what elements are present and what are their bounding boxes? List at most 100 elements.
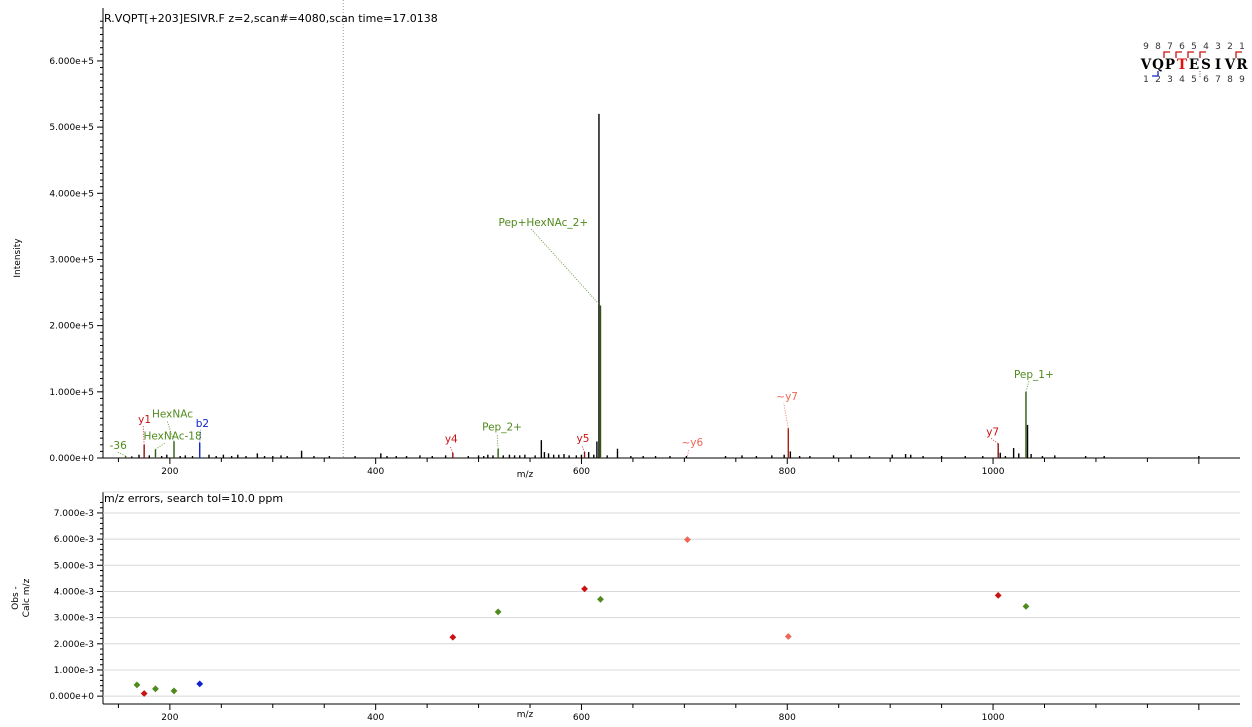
sequence-residue: S xyxy=(1201,57,1211,73)
error-point xyxy=(684,536,691,544)
sequence-top-number: 1 xyxy=(1239,42,1245,52)
error-point xyxy=(152,685,159,693)
spectrum-y-tick-label: 2.000e+5 xyxy=(49,322,94,332)
spectrum-title: R.VQPT[+203]ESIVR.F z=2,scan#=4080,scan … xyxy=(104,12,438,25)
peak-annotation-leader xyxy=(155,442,167,450)
sequence-b-bracket xyxy=(1152,71,1159,77)
sequence-y-bracket xyxy=(1199,51,1206,58)
spectrum-x-label: m/z xyxy=(517,470,534,480)
error-title: m/z errors, search tol=10.0 ppm xyxy=(104,492,283,505)
peak-annotation-label: -36 xyxy=(110,440,127,452)
sequence-bottom-number: 7 xyxy=(1215,75,1221,85)
spectrum-panel: 0.000e+0 1.000e+5 2.000e+5 3.000e+5 4.000e+5… xyxy=(13,0,1248,480)
sequence-y-bracket xyxy=(1163,51,1170,58)
error-point xyxy=(140,690,148,697)
peak-annotation-label: Pep+HexNAc_2+ xyxy=(499,217,589,229)
sequence-residue: R xyxy=(1236,57,1248,73)
error-grid xyxy=(102,491,1240,704)
spectrum-y-label: Intensity xyxy=(13,238,23,278)
error-y-tick-label: 1.000e-3 xyxy=(54,666,94,676)
sequence-y-bracket xyxy=(1235,51,1242,58)
error-x-axis: 200 400 600 800 1000 xyxy=(103,703,1240,723)
spectrum-x-tick-label: 600 xyxy=(573,467,590,477)
error-point xyxy=(1022,602,1030,610)
error-x-tick-label: 800 xyxy=(779,713,796,723)
spectrum-x-tick-label: 1000 xyxy=(982,467,1005,477)
peak-annotation-leader xyxy=(496,433,499,449)
error-x-tick-label: 400 xyxy=(367,713,384,723)
peak-annotation-label: HexNAc xyxy=(152,408,193,420)
sequence-top-number: 9 xyxy=(1143,42,1149,52)
sequence-top-number: 2 xyxy=(1227,42,1233,52)
sequence-top-number: 6 xyxy=(1179,42,1185,52)
error-y-tick-label: 5.000e-3 xyxy=(54,561,94,571)
peak-annotation-label: y5 xyxy=(577,433,590,445)
sequence-residue: P xyxy=(1165,57,1175,73)
sequence-bottom-number: 8 xyxy=(1227,75,1233,85)
spectrum-y-tick-label: 5.000e+5 xyxy=(49,123,94,133)
peak-annotations: -36HexNAc-18y1HexNAcb2y4Pep_2+y5Pep+HexN… xyxy=(110,217,1054,457)
sequence-y-bracket xyxy=(1187,51,1194,58)
error-y-tick-label: 4.000e-3 xyxy=(54,587,94,597)
spectrum-y-tick-label: 1.000e+5 xyxy=(49,388,94,398)
sequence-bottom-number: 4 xyxy=(1179,75,1185,85)
peak-annotation-label: ~y7 xyxy=(776,391,798,403)
sequence-bottom-number: 6 xyxy=(1203,75,1209,85)
sequence-residue: V xyxy=(1140,57,1152,73)
spectrum-y-tick-label: 0.000e+0 xyxy=(49,454,94,464)
peak-annotation-leader xyxy=(116,451,126,457)
error-y-axis: 0.000e+0 1.000e-3 2.000e-3 3.000e-3 4.000e-3… xyxy=(49,501,103,702)
spectrum-y-tick-label: 3.000e+5 xyxy=(49,255,94,265)
peak-annotation-label: y7 xyxy=(986,426,999,438)
sequence-top-number: 4 xyxy=(1203,42,1209,52)
error-y-tick-label: 0.000e+0 xyxy=(49,692,94,702)
error-point xyxy=(170,687,178,695)
sequence-top-number: 7 xyxy=(1167,42,1173,52)
error-y-tick-label: 2.000e-3 xyxy=(54,640,94,650)
error-point xyxy=(494,608,502,616)
error-point xyxy=(581,585,588,593)
peak-annotation-leader xyxy=(783,403,789,429)
sequence-top-number: 3 xyxy=(1215,42,1221,52)
sequence-residue: V xyxy=(1224,57,1236,73)
peak-annotation-label: y1 xyxy=(138,414,151,426)
spectrum-x-tick-label: 400 xyxy=(367,467,384,477)
error-x-tick-label: 600 xyxy=(573,713,590,723)
error-y-label-line2: Calc m/z xyxy=(22,578,32,617)
error-point xyxy=(994,591,1002,599)
error-x-tick-label: 1000 xyxy=(982,713,1005,723)
sequence-bottom-number: 9 xyxy=(1239,75,1245,85)
peak-annotation-leader xyxy=(199,429,202,443)
error-point xyxy=(196,680,204,688)
sequence-y-bracket xyxy=(1175,51,1182,58)
spectrum-y-tick-label: 6.000e+5 xyxy=(49,57,94,67)
error-point xyxy=(449,633,457,641)
sequence-bottom-number: 5 xyxy=(1191,75,1197,85)
error-point xyxy=(133,681,141,689)
sequence-residue: I xyxy=(1215,57,1221,73)
peak-annotation-label: y4 xyxy=(445,434,458,446)
spectrum-x-axis: 200 400 600 800 1000 xyxy=(103,457,1240,477)
sequence-residue: Q xyxy=(1152,57,1164,73)
error-point xyxy=(784,633,792,640)
error-y-tick-label: 3.000e-3 xyxy=(54,614,94,624)
peak-annotation-leader xyxy=(687,448,690,457)
spectrum-y-tick-label: 4.000e+5 xyxy=(49,189,94,199)
spectrum-y-axis: 0.000e+0 1.000e+5 2.000e+5 3.000e+5 4.000e+5… xyxy=(49,8,104,464)
error-y-label-line1: Obs - xyxy=(11,586,21,610)
sequence-residue: T xyxy=(1177,57,1187,73)
error-y-tick-label: 6.000e-3 xyxy=(54,535,94,545)
peak-annotation-label: Pep_2+ xyxy=(482,422,522,434)
error-x-tick-label: 200 xyxy=(161,713,178,723)
sequence-bottom-number: 1 xyxy=(1143,75,1149,85)
sequence-bottom-number: 3 xyxy=(1167,75,1173,85)
sequence-top-number: 5 xyxy=(1191,42,1197,52)
sequence-residue: E xyxy=(1189,57,1199,73)
error-x-label: m/z xyxy=(517,710,534,720)
error-point xyxy=(597,595,604,603)
sequence-top-number: 8 xyxy=(1155,42,1161,52)
spectrum-x-tick-label: 200 xyxy=(161,467,178,477)
